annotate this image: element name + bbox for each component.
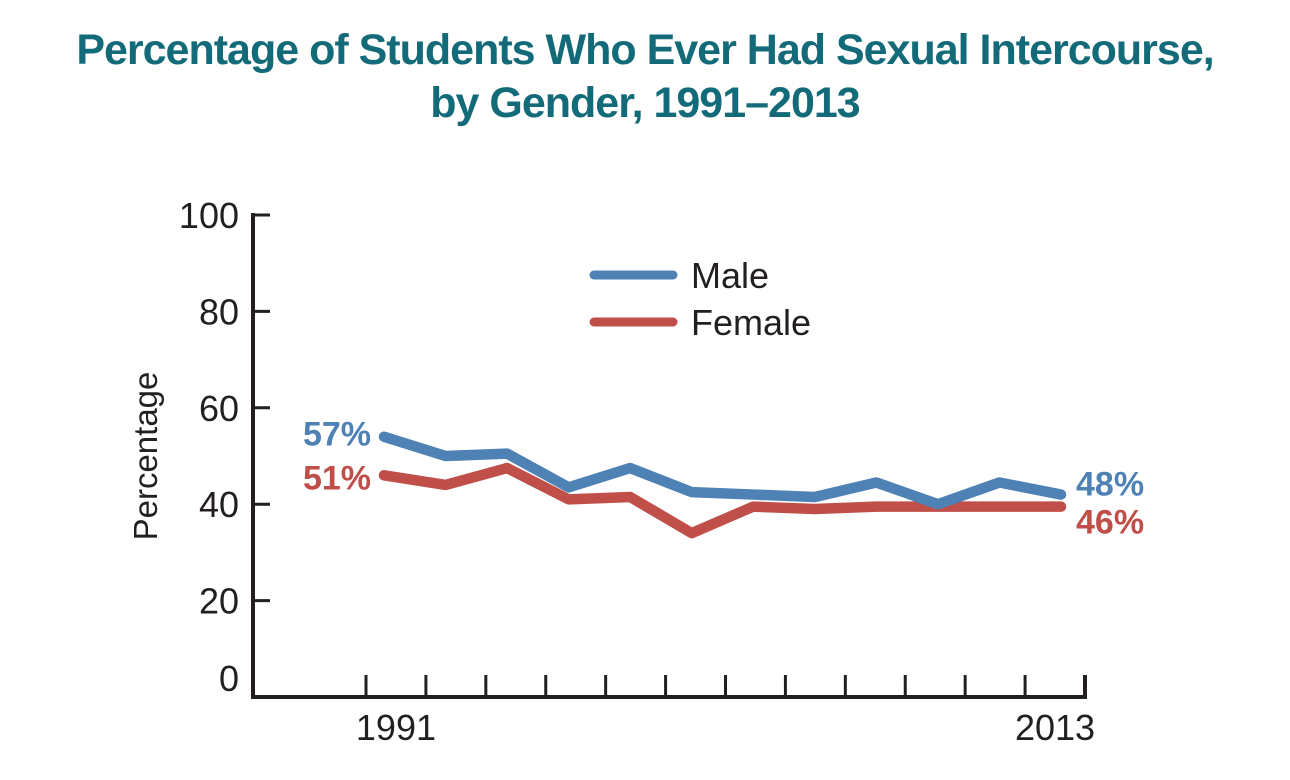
chart-title-line1: Percentage of Students Who Ever Had Sexu… — [76, 26, 1214, 74]
legend-label-female: Female — [691, 302, 811, 343]
female-end-label: 46% — [1076, 504, 1144, 542]
female-start-label: 51% — [303, 459, 371, 497]
y-axis-tick-label: 60 — [199, 388, 239, 429]
y-axis-title: Percentage — [127, 372, 164, 541]
y-axis-tick-label: 40 — [199, 484, 239, 525]
y-axis-tick-label: 0 — [219, 658, 239, 699]
male-line — [378, 431, 1067, 510]
y-axis-tick-label: 100 — [179, 195, 239, 236]
male-end-label: 48% — [1076, 466, 1144, 504]
x-axis-year-label: 2013 — [1015, 707, 1095, 748]
female-line — [378, 462, 1067, 539]
chart-title: Percentage of Students Who Ever Had Sexu… — [0, 24, 1290, 130]
y-axis-tick-label: 20 — [199, 581, 239, 622]
male-start-label: 57% — [303, 416, 371, 454]
legend-label-male: Male — [691, 255, 769, 296]
chart-title-line2: by Gender, 1991–2013 — [430, 79, 860, 127]
x-axis-year-label: 1991 — [356, 707, 436, 748]
axis-frame — [251, 213, 1087, 699]
y-axis-tick-label: 80 — [199, 291, 239, 332]
